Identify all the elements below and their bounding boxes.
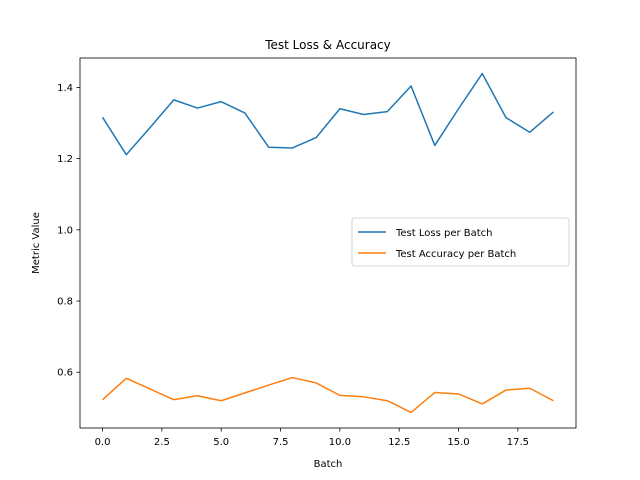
chart-title: Test Loss & Accuracy — [264, 38, 391, 52]
x-tick-label: 17.5 — [507, 437, 529, 448]
x-tick-label: 5.0 — [213, 437, 229, 448]
x-tick-label: 2.5 — [154, 437, 170, 448]
legend-label-test-loss: Test Loss per Batch — [395, 228, 493, 239]
x-tick-label: 15.0 — [447, 437, 469, 448]
y-tick-label: 0.6 — [57, 368, 73, 379]
series-layer — [101, 72, 554, 414]
series-line-test-accuracy — [102, 376, 554, 414]
x-tick-label: 12.5 — [388, 437, 410, 448]
y-tick-label: 1.0 — [57, 225, 73, 236]
y-tick-label: 1.2 — [57, 154, 73, 165]
x-axis-label: Batch — [314, 459, 343, 470]
axes-frame — [79, 57, 577, 429]
legend: Test Loss per Batch Test Accuracy per Ba… — [351, 217, 570, 267]
x-axis-ticks: 0.0 2.5 5.0 7.5 10.0 12.5 15.0 17.5 — [95, 428, 529, 448]
y-axis-ticks: 0.6 0.8 1.0 1.2 1.4 — [57, 83, 80, 379]
x-tick-label: 7.5 — [273, 437, 289, 448]
legend-label-test-accuracy: Test Accuracy per Batch — [395, 249, 516, 260]
y-tick-label: 1.4 — [57, 83, 73, 94]
y-axis-label: Metric Value — [31, 212, 42, 274]
y-tick-label: 0.8 — [57, 297, 73, 308]
x-tick-label: 10.0 — [329, 437, 351, 448]
series-line-test-loss — [101, 72, 554, 156]
x-tick-label: 0.0 — [95, 437, 111, 448]
legend-box — [351, 217, 570, 267]
